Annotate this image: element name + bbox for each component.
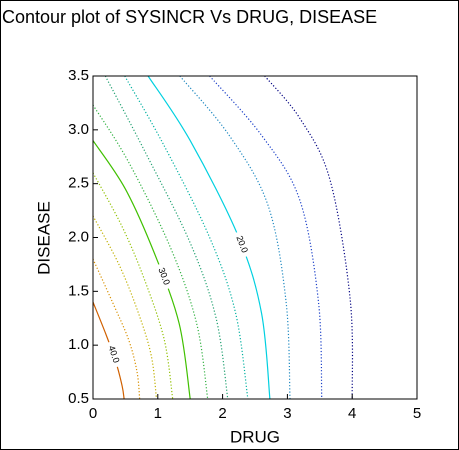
contour-label-bg: [232, 230, 251, 259]
x-tick-label: 4: [348, 405, 356, 422]
contour-line: [124, 76, 249, 399]
contour-line: [93, 258, 141, 399]
y-axis-label: DISEASE: [34, 201, 53, 275]
x-tick-label: 0: [89, 405, 97, 422]
contour: [209, 76, 323, 399]
contour: [124, 76, 249, 399]
y-tick-label: 1.5: [68, 282, 89, 299]
y-tick-label: 2.0: [68, 228, 89, 245]
y-tick-label: 3.0: [68, 121, 89, 138]
contour: [93, 104, 209, 399]
contour-line: [179, 76, 291, 399]
contour: 20.0: [147, 76, 271, 399]
contour: 30.0: [93, 140, 191, 399]
x-tick-label: 2: [218, 405, 226, 422]
y-tick-label: 3.5: [68, 67, 89, 84]
x-tick-label: 3: [283, 405, 291, 422]
x-tick-label: 1: [154, 405, 162, 422]
contour-line: [93, 172, 174, 399]
contour-label-group: 40.0: [104, 340, 123, 369]
contour-line: [93, 140, 191, 399]
contour-line: [209, 76, 323, 399]
contour: [93, 172, 174, 399]
chart-title: Contour plot of SYSINCR Vs DRUG, DISEASE: [2, 7, 377, 27]
y-tick-label: 1.0: [68, 336, 89, 353]
contour: [93, 258, 141, 399]
y-tick-label: 0.5: [68, 390, 89, 407]
contour: [264, 76, 354, 399]
contour-label-group: 20.0: [232, 230, 251, 259]
contour: [179, 76, 291, 399]
x-axis-label: DRUG: [230, 427, 280, 446]
contour-label-group: 30.0: [154, 262, 173, 291]
contour: 40.0: [93, 301, 125, 399]
contour-label-bg: [104, 340, 123, 369]
contour-line: [264, 76, 354, 399]
contour-area: 20.0 30.0 40.0: [93, 76, 354, 399]
y-tick-label: 2.5: [68, 175, 89, 192]
x-tick-label: 5: [413, 405, 421, 422]
contour-line: [93, 104, 209, 399]
contour-label-bg: [154, 262, 173, 291]
